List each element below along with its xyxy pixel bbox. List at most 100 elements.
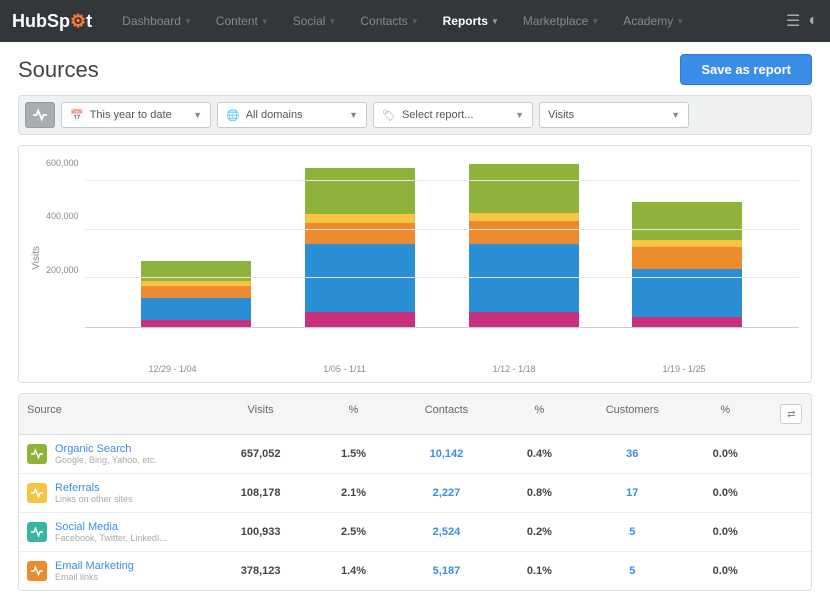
visits-cell: 657,052 (214, 438, 307, 470)
source-icon (27, 561, 47, 581)
contacts-cell[interactable]: 10,142 (400, 438, 493, 470)
y-axis-label: Visits (31, 246, 42, 270)
bar-segment (469, 213, 579, 222)
source-subtitle: Links on other sites (55, 494, 133, 504)
customers-cell[interactable]: 17 (586, 477, 679, 509)
x-tick-label: 1/19 - 1/25 (663, 364, 706, 374)
y-tick: 400,000 (46, 211, 79, 221)
bar-segment (632, 317, 742, 327)
y-tick: 600,000 (46, 158, 79, 168)
visits-cell: 108,178 (214, 477, 307, 509)
bar-segment (632, 269, 742, 318)
x-tick-label: 12/29 - 1/04 (148, 364, 196, 374)
source-name-link[interactable]: Email Marketing (55, 560, 134, 572)
source-icon (27, 483, 47, 503)
chart-bar[interactable] (632, 202, 742, 327)
table-row: Social MediaFacebook, Twitter, LinkedI..… (19, 513, 811, 552)
nav-item-reports[interactable]: Reports▼ (433, 8, 509, 34)
chevron-down-icon: ▼ (349, 110, 358, 120)
calendar-icon: 📅 (70, 109, 84, 122)
nav-item-dashboard[interactable]: Dashboard▼ (112, 8, 202, 34)
report-dropdown[interactable]: 🏷 Select report... ▼ (373, 102, 533, 128)
bar-segment (305, 168, 415, 214)
source-name-link[interactable]: Organic Search (55, 443, 157, 455)
source-icon (27, 522, 47, 542)
source-cell: ReferralsLinks on other sites (19, 474, 214, 512)
source-text: Social MediaFacebook, Twitter, LinkedI..… (55, 521, 167, 543)
visits-pct-cell: 1.4% (307, 555, 400, 587)
source-subtitle: Facebook, Twitter, LinkedI... (55, 533, 167, 543)
chart-area: Visits 600,000400,000200,000 (31, 158, 799, 358)
y-ticks: 600,000400,000200,000 (46, 158, 85, 328)
chart-bar[interactable] (469, 164, 579, 327)
chart-type-toggle[interactable] (25, 102, 55, 128)
metric-dropdown[interactable]: Visits ▼ (539, 102, 689, 128)
logo-text-1: Hub (12, 11, 47, 31)
date-range-value: This year to date (90, 109, 172, 121)
chart-bar[interactable] (141, 261, 251, 327)
source-cell: Organic SearchGoogle, Bing, Yahoo, etc. (19, 435, 214, 473)
bar-segment (141, 298, 251, 320)
customers-pct-cell: 0.0% (679, 477, 772, 509)
source-name-link[interactable]: Referrals (55, 482, 133, 494)
tag-icon: 🏷 (382, 109, 396, 122)
chevron-down-icon: ▼ (261, 17, 269, 26)
settings-icon[interactable]: ⇄ (780, 404, 802, 424)
chevron-down-icon: ▼ (515, 110, 524, 120)
source-text: ReferralsLinks on other sites (55, 482, 133, 504)
bar-segment (305, 214, 415, 223)
nav-item-content[interactable]: Content▼ (206, 8, 279, 34)
source-name-link[interactable]: Social Media (55, 521, 167, 533)
column-header[interactable]: Source (19, 394, 214, 434)
nav-label: Academy (623, 14, 673, 28)
bar-segment (632, 247, 742, 269)
column-header[interactable]: % (679, 394, 772, 434)
column-header[interactable]: Contacts (400, 394, 493, 434)
pulse-icon (33, 108, 47, 122)
expand-cell (772, 561, 811, 581)
bar-segment (469, 244, 579, 312)
visits-pct-cell: 2.5% (307, 516, 400, 548)
contacts-cell[interactable]: 2,524 (400, 516, 493, 548)
nav-label: Marketplace (523, 14, 588, 28)
source-subtitle: Email links (55, 572, 134, 582)
expand-cell (772, 483, 811, 503)
domains-dropdown[interactable]: 🌐 All domains ▼ (217, 102, 367, 128)
chart-panel: Visits 600,000400,000200,000 12/29 - 1/0… (18, 145, 812, 383)
menu-icon[interactable]: ☰ (786, 11, 800, 31)
column-header[interactable]: % (493, 394, 586, 434)
nav-item-marketplace[interactable]: Marketplace▼ (513, 8, 609, 34)
logo-text-2: Sp (47, 11, 70, 31)
chart-bars (85, 158, 799, 327)
table-row: ReferralsLinks on other sites108,1782.1%… (19, 474, 811, 513)
contacts-cell[interactable]: 5,187 (400, 555, 493, 587)
logo[interactable]: HubSp⚙t (12, 11, 92, 32)
bar-segment (469, 221, 579, 244)
save-as-report-button[interactable]: Save as report (680, 54, 812, 85)
contacts-cell[interactable]: 2,227 (400, 477, 493, 509)
customers-cell[interactable]: 36 (586, 438, 679, 470)
column-header[interactable]: Customers (586, 394, 679, 434)
table-row: Email MarketingEmail links 378,1231.4%5,1… (19, 552, 811, 590)
chart-plot (85, 158, 799, 328)
help-icon[interactable]: ◐ (808, 12, 818, 30)
x-axis-labels: 12/29 - 1/04 1/05 - 1/11 1/12 - 1/18 1/19 -… (31, 358, 799, 374)
x-tick-label: 1/05 - 1/11 (323, 364, 365, 374)
source-cell: Social MediaFacebook, Twitter, LinkedI..… (19, 513, 214, 551)
chart-bar[interactable] (305, 168, 415, 327)
source-text: Organic SearchGoogle, Bing, Yahoo, etc. (55, 443, 157, 465)
customers-cell[interactable]: 5 (586, 555, 679, 587)
contacts-pct-cell: 0.2% (493, 516, 586, 548)
customers-pct-cell: 0.0% (679, 555, 772, 587)
visits-cell: 378,123 (214, 555, 307, 587)
nav-item-academy[interactable]: Academy▼ (613, 8, 694, 34)
visits-cell: 100,933 (214, 516, 307, 548)
column-header[interactable]: % (307, 394, 400, 434)
x-tick-label: 1/12 - 1/18 (493, 364, 536, 374)
customers-cell[interactable]: 5 (586, 516, 679, 548)
nav-item-social[interactable]: Social▼ (283, 8, 347, 34)
date-range-dropdown[interactable]: 📅 This year to date ▼ (61, 102, 211, 128)
nav-item-contacts[interactable]: Contacts▼ (350, 8, 428, 34)
source-subtitle: Google, Bing, Yahoo, etc. (55, 455, 157, 465)
column-header[interactable]: Visits (214, 394, 307, 434)
